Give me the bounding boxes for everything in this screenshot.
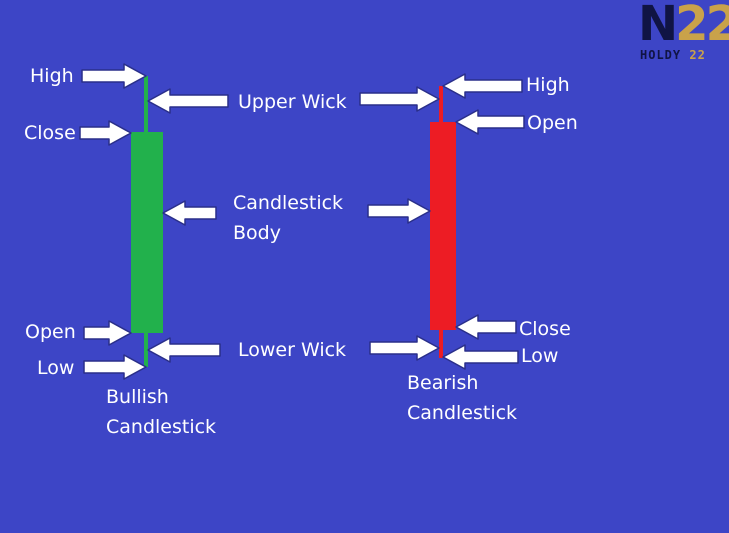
candlestick-body-line1: Candlestick <box>233 192 344 214</box>
bullish-high-label: High <box>30 65 74 87</box>
lower-wick-label: Lower Wick <box>238 339 347 361</box>
bullish-body <box>131 132 163 333</box>
arrow-bearish-close-icon <box>455 314 517 340</box>
arrow-bearish-high-icon <box>442 73 523 99</box>
bullish-caption-line2: Candlestick <box>106 416 217 438</box>
arrow-bearish-low-icon <box>442 344 519 370</box>
bullish-caption-line1: Bullish <box>106 386 169 408</box>
bearish-body <box>430 122 456 330</box>
bullish-low-label: Low <box>37 357 75 379</box>
arrow-bullish-open-icon <box>83 320 132 346</box>
arrow-bullish-high-icon <box>81 63 147 89</box>
bearish-high-label: High <box>526 74 570 96</box>
arrow-bullish-low-icon <box>83 354 147 380</box>
bearish-caption: Bearish Candlestick <box>407 368 517 428</box>
bullish-upper-wick <box>144 76 148 132</box>
candlestick-body-line2: Body <box>233 222 281 244</box>
bullish-open-label: Open <box>25 321 76 343</box>
bearish-caption-line2: Candlestick <box>407 402 518 424</box>
bearish-low-label: Low <box>521 345 559 367</box>
arrow-bullish-close-icon <box>79 120 132 146</box>
bullish-close-label: Close <box>24 122 76 144</box>
bearish-lower-wick <box>439 330 443 358</box>
arrow-bearish-open-icon <box>455 109 525 135</box>
arrow-upper-wick-left-icon <box>147 88 229 114</box>
bullish-lower-wick <box>144 333 148 367</box>
arrow-upper-wick-right-icon <box>359 86 440 112</box>
bearish-open-label: Open <box>527 112 578 134</box>
arrow-body-right-icon <box>367 198 431 224</box>
arrow-lower-wick-left-icon <box>147 337 221 363</box>
arrow-lower-wick-right-icon <box>369 335 440 361</box>
bullish-caption: Bullish Candlestick <box>106 382 216 442</box>
bearish-caption-line1: Bearish <box>407 372 479 394</box>
bearish-close-label: Close <box>519 318 571 340</box>
n22-holdy-logo: N22 HOLDY 22 <box>638 0 729 62</box>
candlestick-body-label: Candlestick Body <box>233 188 343 248</box>
bearish-upper-wick <box>439 86 443 122</box>
arrow-body-left-icon <box>162 200 217 226</box>
upper-wick-label: Upper Wick <box>238 91 347 113</box>
